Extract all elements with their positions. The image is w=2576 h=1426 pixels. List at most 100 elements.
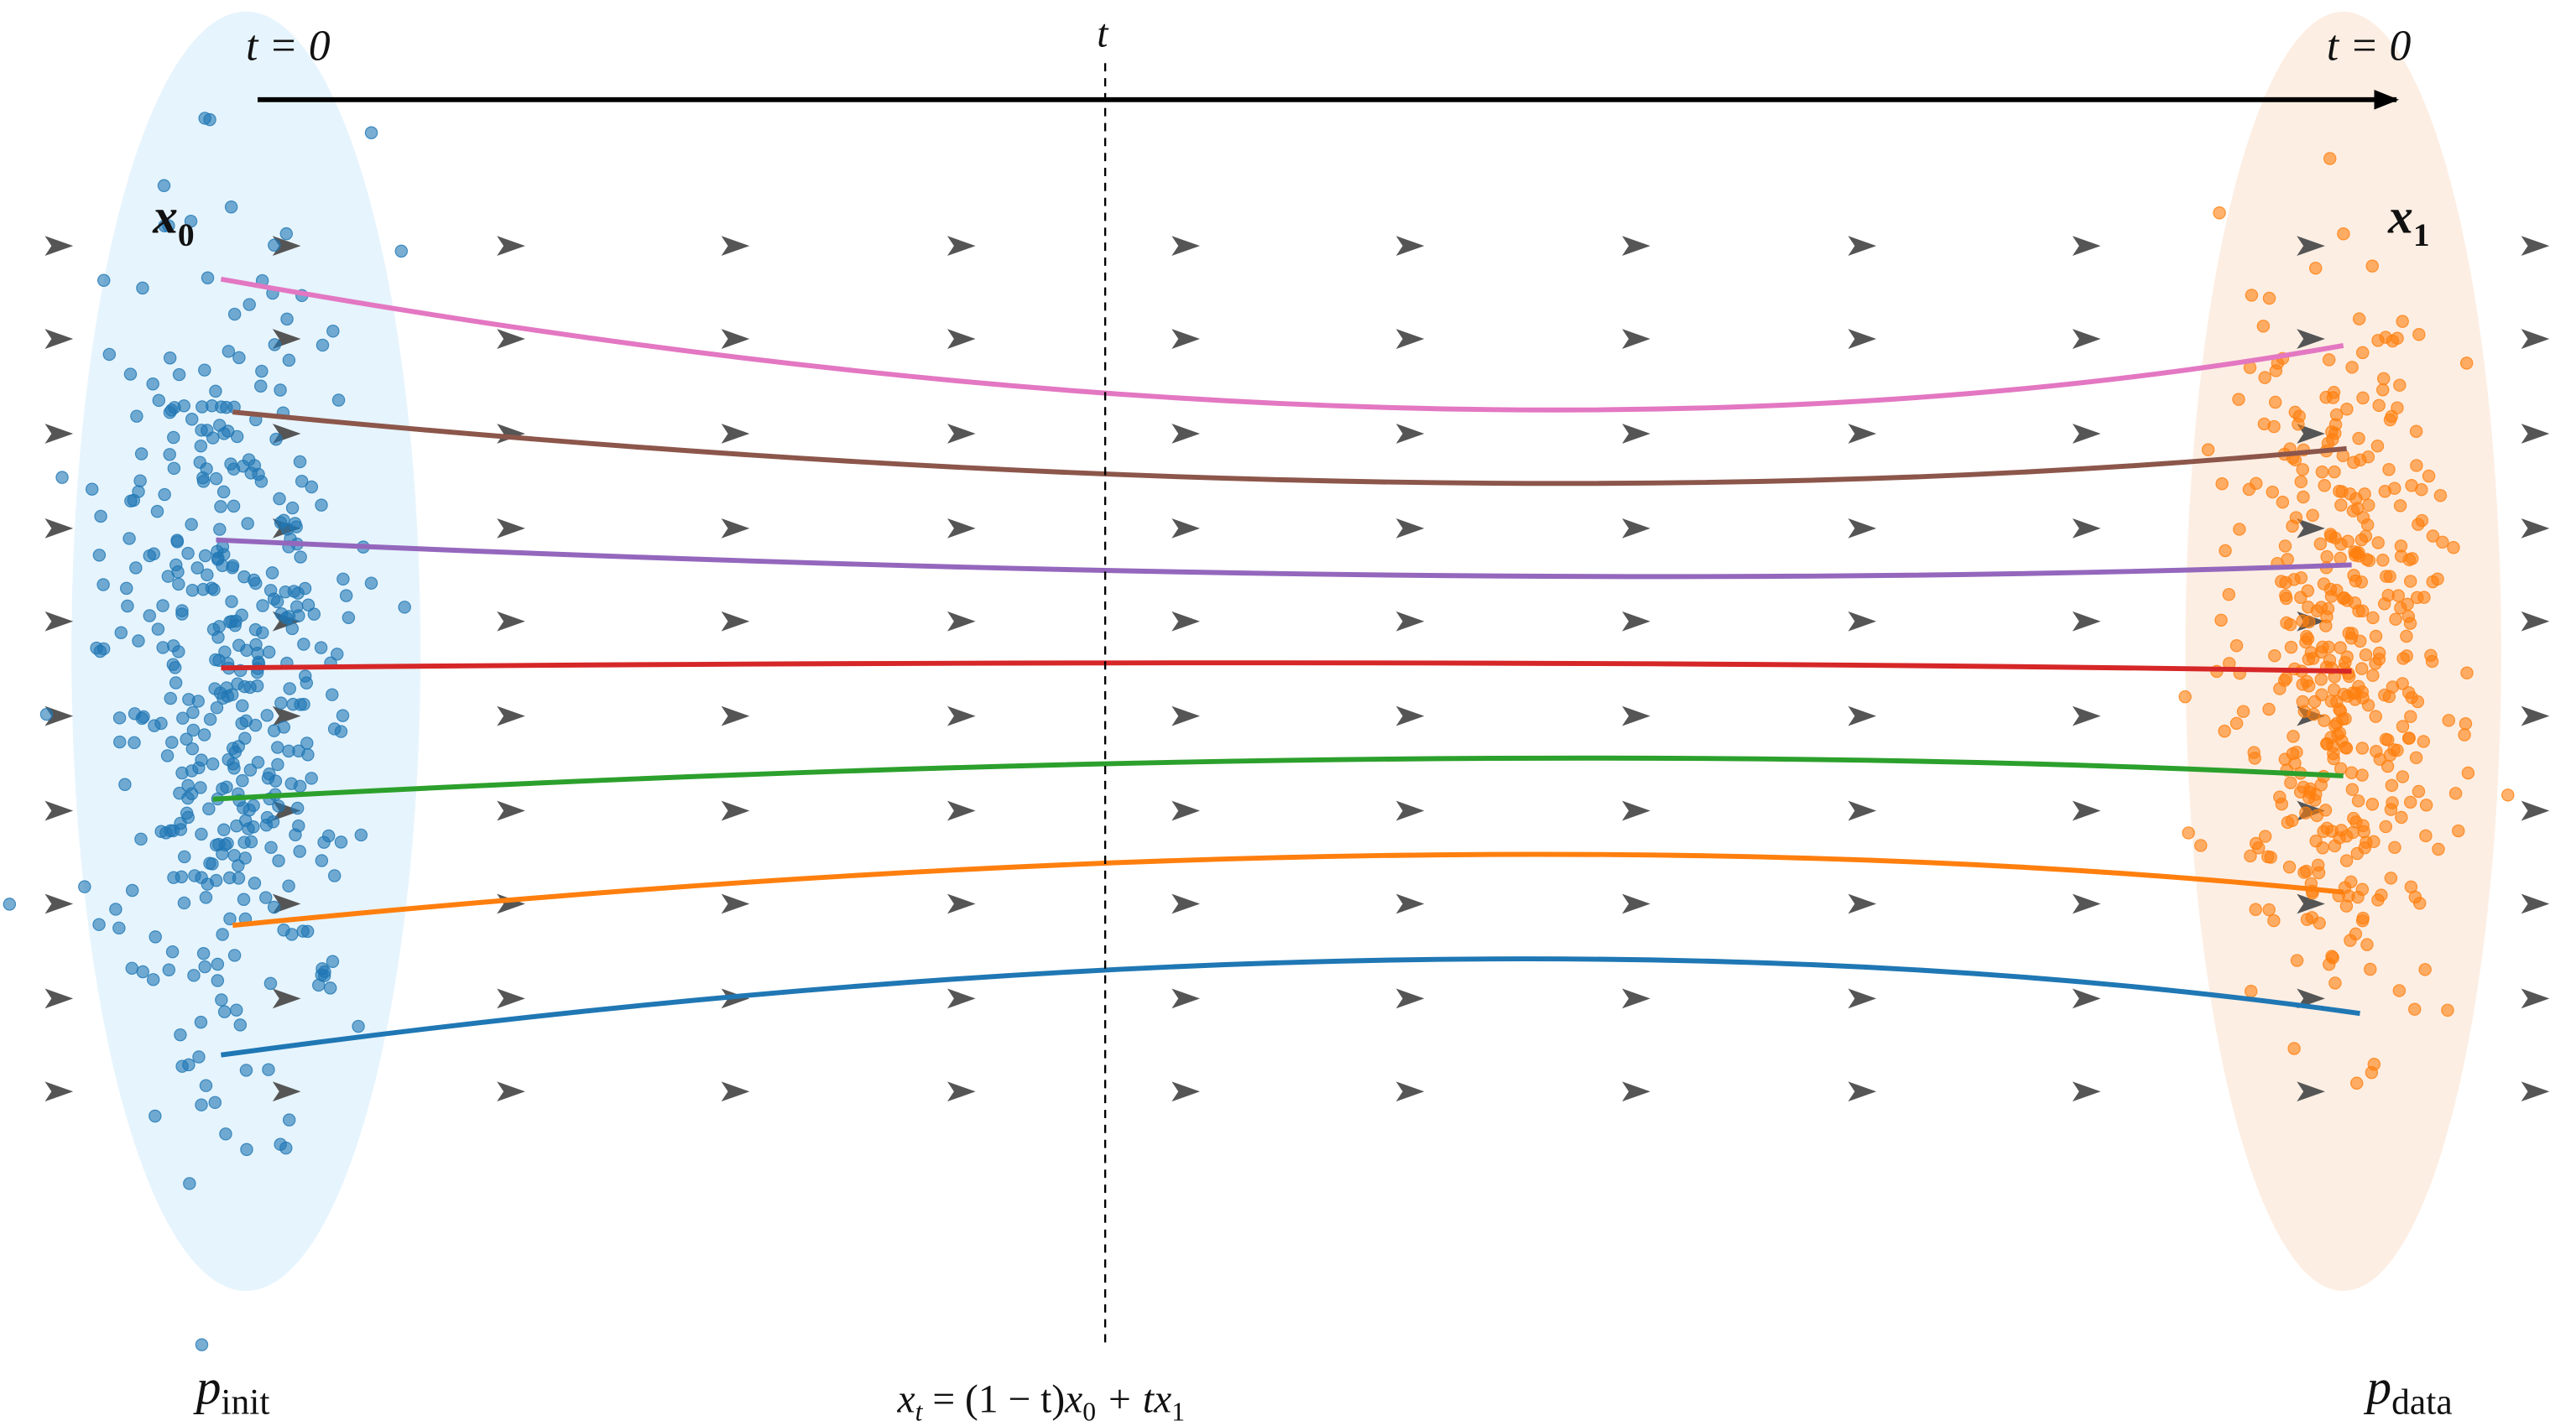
field-arrow [2521, 518, 2550, 539]
data-sample [2358, 487, 2371, 501]
field-arrow [2072, 518, 2101, 539]
init-sample [125, 883, 139, 898]
data-sample [2337, 591, 2350, 606]
field-arrow [2521, 893, 2550, 914]
data-sample [2318, 804, 2333, 817]
formula-part: x [1064, 1378, 1082, 1422]
init-sample [208, 1096, 222, 1110]
field-arrow [1622, 518, 1650, 539]
init-sample [271, 741, 284, 754]
init-sample [232, 859, 245, 872]
init-sample [149, 930, 162, 944]
init-sample [168, 401, 181, 414]
init-sample [206, 857, 219, 871]
init-sample [166, 639, 180, 653]
init-sample [123, 532, 136, 545]
init-sample [274, 383, 287, 397]
field-arrow [44, 518, 74, 539]
data-sample [2356, 911, 2370, 925]
init-sample [198, 363, 211, 377]
init-sample [248, 877, 262, 890]
init-sample [128, 707, 142, 721]
field-arrow [44, 329, 74, 349]
x1-base: x [2387, 188, 2413, 243]
field-arrow [1395, 424, 1425, 444]
init-sample [282, 353, 296, 367]
t-mid-label: t [1097, 12, 1109, 55]
data-sample [2360, 938, 2374, 951]
data-sample [2381, 733, 2395, 747]
data-sample [2337, 227, 2350, 241]
data-sample [2355, 882, 2370, 897]
init-sample [364, 576, 378, 590]
data-sample [2432, 842, 2445, 856]
init-sample [180, 732, 193, 746]
init-sample [336, 572, 350, 586]
field-arrow [2072, 705, 2101, 726]
field-arrow [946, 800, 976, 821]
data-sample [2302, 615, 2316, 629]
field-arrow [272, 988, 301, 1009]
init-sample [129, 561, 143, 575]
data-sample [2355, 768, 2369, 782]
init-sample [92, 918, 106, 931]
init-sample [273, 492, 286, 506]
init-sample [160, 749, 175, 762]
data-sample [2383, 748, 2397, 762]
init-sample [210, 700, 224, 715]
data-sample [2279, 589, 2292, 602]
field-arrow [1395, 611, 1425, 632]
field-arrow [1848, 236, 1877, 257]
field-arrow [1171, 988, 1201, 1009]
data-sample [2344, 487, 2357, 501]
init-sample [244, 835, 258, 849]
init-sample [315, 338, 330, 352]
init-sample [230, 1003, 243, 1017]
init-sample [237, 801, 250, 814]
data-sample [2310, 604, 2324, 617]
init-sample [241, 517, 254, 530]
init-sample [225, 688, 239, 701]
data-sample [2328, 465, 2341, 479]
data-sample [2347, 811, 2360, 825]
field-arrow [2521, 988, 2550, 1009]
data-sample [2352, 604, 2365, 618]
data-sample [2292, 417, 2305, 431]
data-sample [2261, 850, 2275, 864]
init-sample [152, 393, 166, 408]
field-arrow [2072, 800, 2101, 821]
data-sample [2392, 984, 2407, 997]
data-sample [2431, 572, 2444, 585]
data-sample [2409, 751, 2423, 765]
init-sample [201, 568, 214, 582]
init-sample [143, 609, 156, 622]
init-sample [227, 949, 242, 962]
data-sample [2351, 794, 2365, 808]
init-sample [282, 744, 295, 758]
field-arrow [1622, 236, 1650, 257]
formula-part: x [1153, 1378, 1171, 1422]
init-sample [136, 281, 149, 295]
data-sample [2344, 934, 2357, 947]
field-arrow [2297, 424, 2325, 444]
field-arrow [2072, 893, 2101, 914]
init-sample [212, 620, 227, 633]
init-sample [277, 721, 291, 734]
data-sample [2403, 575, 2417, 588]
init-sample [326, 955, 340, 968]
data-sample [2396, 315, 2409, 328]
x0-base: x [152, 188, 178, 243]
init-sample [223, 912, 237, 926]
init-sample [191, 695, 205, 708]
init-sample [206, 757, 220, 771]
field-arrow [1848, 988, 1877, 1009]
init-sample [339, 589, 353, 602]
data-sample [2328, 976, 2342, 990]
field-arrow [946, 705, 976, 726]
data-sample [2287, 573, 2301, 586]
init-sample [190, 561, 204, 575]
init-sample [272, 799, 285, 813]
data-sample [2459, 716, 2473, 731]
init-sample [272, 854, 285, 867]
